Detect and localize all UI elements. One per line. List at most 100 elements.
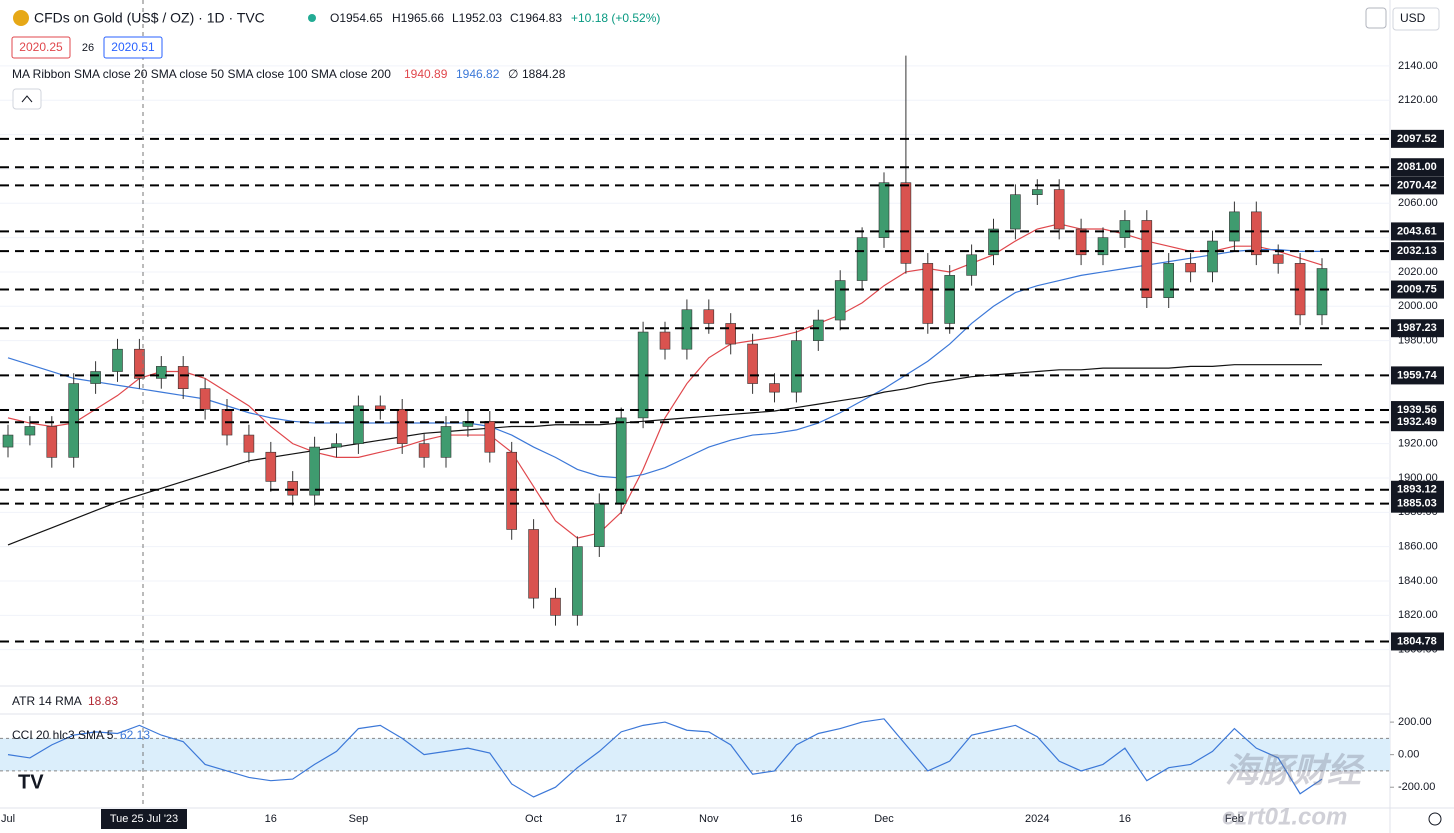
level-label-box	[1391, 280, 1444, 299]
candle-body	[922, 263, 934, 324]
y-tick-label: 1840.00	[1398, 575, 1438, 587]
watermark: ezrt01.com	[1222, 803, 1347, 830]
y-tick-label: 1820.00	[1398, 609, 1438, 621]
candle-body	[572, 546, 583, 616]
x-tick-label: 2024	[1025, 813, 1049, 825]
level-label: 1885.03	[1397, 498, 1437, 510]
cci-line	[7, 718, 1323, 798]
candle-body	[615, 417, 627, 505]
sell-button[interactable]	[11, 36, 71, 59]
level-label-box	[1391, 413, 1444, 432]
x-tick-label: Jul	[1, 813, 15, 825]
y-tick-label: 2020.00	[1398, 266, 1438, 278]
level-label-box	[1391, 242, 1444, 261]
ohlc-high: H1965.66	[392, 11, 444, 25]
level-label-box	[1391, 480, 1444, 499]
toolbar-button[interactable]	[1365, 7, 1387, 29]
level-label: 1939.56	[1397, 404, 1437, 416]
ma-legend-value: 1940.89	[404, 67, 448, 81]
currency-selector[interactable]	[1392, 7, 1440, 31]
ma-legend-value: 1884.28	[522, 67, 566, 81]
atr-value: 18.83	[88, 694, 118, 708]
candle-body	[1163, 263, 1174, 299]
ohlc-change: +10.18 (+0.52%)	[571, 11, 660, 25]
candle-body	[878, 182, 890, 238]
bid-price[interactable]: 2020.25	[19, 40, 63, 54]
candle-body	[1316, 268, 1328, 316]
level-label: 2043.61	[1397, 225, 1437, 237]
candle-body	[1097, 237, 1109, 256]
candle-body	[243, 434, 255, 453]
candle-body	[593, 503, 605, 547]
level-label-box	[1391, 366, 1444, 385]
y-tick-label: 200.00	[1398, 716, 1432, 728]
candle-body	[90, 371, 101, 384]
candle-body	[2, 434, 14, 448]
candle-body	[506, 451, 518, 530]
candle-body	[1185, 263, 1196, 273]
level-label-box	[1391, 176, 1444, 195]
collapse-icon	[21, 95, 33, 103]
toolbar-button[interactable]	[1338, 8, 1358, 28]
level-label: 2070.42	[1397, 179, 1437, 191]
candle-body	[1207, 240, 1218, 273]
level-label: 2097.52	[1397, 133, 1437, 145]
candle-body	[177, 366, 189, 389]
symbol-icon	[13, 10, 29, 26]
y-tick-label: 1920.00	[1398, 438, 1438, 450]
toolbar-button[interactable]	[1310, 8, 1330, 28]
crosshair-date-box	[101, 809, 187, 829]
candle-body	[440, 426, 452, 458]
candle-body	[769, 383, 780, 393]
y-tick-label: 2140.00	[1398, 60, 1438, 72]
candle-body	[1032, 189, 1043, 195]
ma-legend-title: MA Ribbon SMA close 20 SMA close 50 SMA …	[12, 67, 391, 81]
level-label: 1987.23	[1397, 322, 1437, 334]
ma-legend-value: 1946.82	[456, 67, 500, 81]
candle-body	[856, 237, 868, 281]
candle-body	[374, 405, 386, 410]
candle-body	[134, 348, 145, 379]
candle-body	[46, 426, 58, 458]
level-label-box	[1391, 222, 1444, 241]
currency[interactable]: USD	[1400, 11, 1426, 25]
level-label: 1959.74	[1397, 369, 1438, 381]
candle-body	[550, 597, 561, 616]
level-label: 2081.00	[1397, 161, 1437, 173]
level-label-box	[1391, 494, 1444, 513]
y-tick-label: 2000.00	[1398, 300, 1438, 312]
level-label: 1893.12	[1397, 484, 1437, 496]
level-label-box	[1391, 129, 1444, 148]
candle-body	[988, 228, 999, 256]
candle-body	[966, 254, 977, 276]
x-tick-label: 17	[615, 813, 627, 825]
watermark: 海豚财经	[1225, 752, 1365, 790]
candle-body	[396, 409, 408, 444]
cci-value: 62.13	[120, 728, 150, 742]
buy-button[interactable]	[103, 36, 163, 59]
y-tick-label: 0.00	[1398, 749, 1419, 761]
candle-body	[331, 443, 342, 448]
settings-icon[interactable]	[1428, 812, 1442, 826]
y-tick-label: -200.00	[1398, 781, 1435, 793]
candle-body	[265, 451, 277, 482]
candle-body	[68, 383, 79, 458]
candle-body	[812, 319, 824, 341]
candle-body	[681, 309, 693, 350]
candle-body	[287, 481, 299, 496]
y-tick-label: 2120.00	[1398, 94, 1438, 106]
symbol-title[interactable]: CFDs on Gold (US$ / OZ) · 1D · TVC	[34, 10, 265, 26]
market-status	[308, 14, 316, 22]
ask-price[interactable]: 2020.51	[111, 40, 155, 54]
candle-body	[900, 182, 912, 264]
x-tick-label: 16	[790, 813, 802, 825]
x-tick-label: Oct	[525, 813, 542, 825]
candle-body	[199, 388, 211, 410]
candle-body	[1053, 189, 1065, 230]
crosshair-date: Tue 25 Jul '23	[110, 813, 178, 825]
collapse-button[interactable]	[12, 88, 42, 110]
candle-body	[484, 421, 496, 453]
candle-body	[1119, 220, 1131, 238]
